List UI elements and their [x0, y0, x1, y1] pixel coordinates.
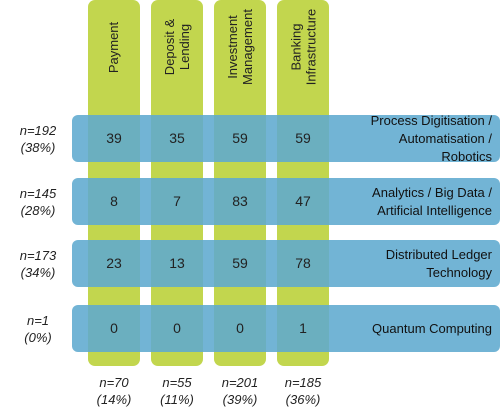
column-header-text: Investment Management [225, 9, 256, 85]
value-label: 59 [232, 254, 248, 271]
row-category-label: Analytics / Big Data / Artificial Intell… [372, 184, 492, 218]
value-label: 23 [106, 254, 122, 271]
row-band [72, 305, 500, 352]
column-header-text: Payment [106, 21, 122, 73]
column-header-text: Deposit & Lending [162, 18, 192, 76]
row-category-label: Quantum Computing [372, 320, 492, 336]
row-count: n=192 (38%) [19, 122, 57, 155]
value-label: 13 [169, 254, 185, 271]
value-label: 59 [295, 129, 311, 146]
value-label: 1 [299, 319, 307, 336]
column-header: Payment [88, 2, 140, 92]
row-count: n=173 (34%) [19, 247, 57, 280]
value-label: 0 [110, 319, 118, 336]
column-count: n=201 (39%) [221, 375, 259, 407]
row-category-label: Process Digitisation / Automatisation / … [370, 112, 492, 164]
value-label: 39 [106, 129, 122, 146]
column-count: n=70 (14%) [96, 375, 132, 407]
value-label: 35 [169, 129, 185, 146]
row-count: n=145 (28%) [19, 185, 57, 218]
value-label: 0 [236, 319, 244, 336]
column-count: n=55 (11%) [160, 375, 194, 407]
value-label: 47 [295, 192, 311, 209]
row-band [72, 178, 500, 225]
column-count: n=185 (36%) [284, 375, 322, 407]
value-label: 0 [173, 319, 181, 336]
column-header: Banking Infrastructure [277, 2, 329, 92]
value-label: 7 [173, 192, 181, 209]
column-header: Investment Management [214, 2, 266, 92]
column-header-text: Banking Infrastructure [288, 8, 318, 86]
column-header: Deposit & Lending [151, 2, 203, 92]
row-band [72, 240, 500, 287]
row-count: n=1 (0%) [24, 312, 52, 345]
value-label: 83 [232, 192, 248, 209]
value-label: 59 [232, 129, 248, 146]
row-band [72, 115, 500, 162]
value-label: 78 [295, 254, 311, 271]
row-category-label: Distributed Ledger Technology [385, 246, 492, 280]
value-label: 8 [110, 192, 118, 209]
